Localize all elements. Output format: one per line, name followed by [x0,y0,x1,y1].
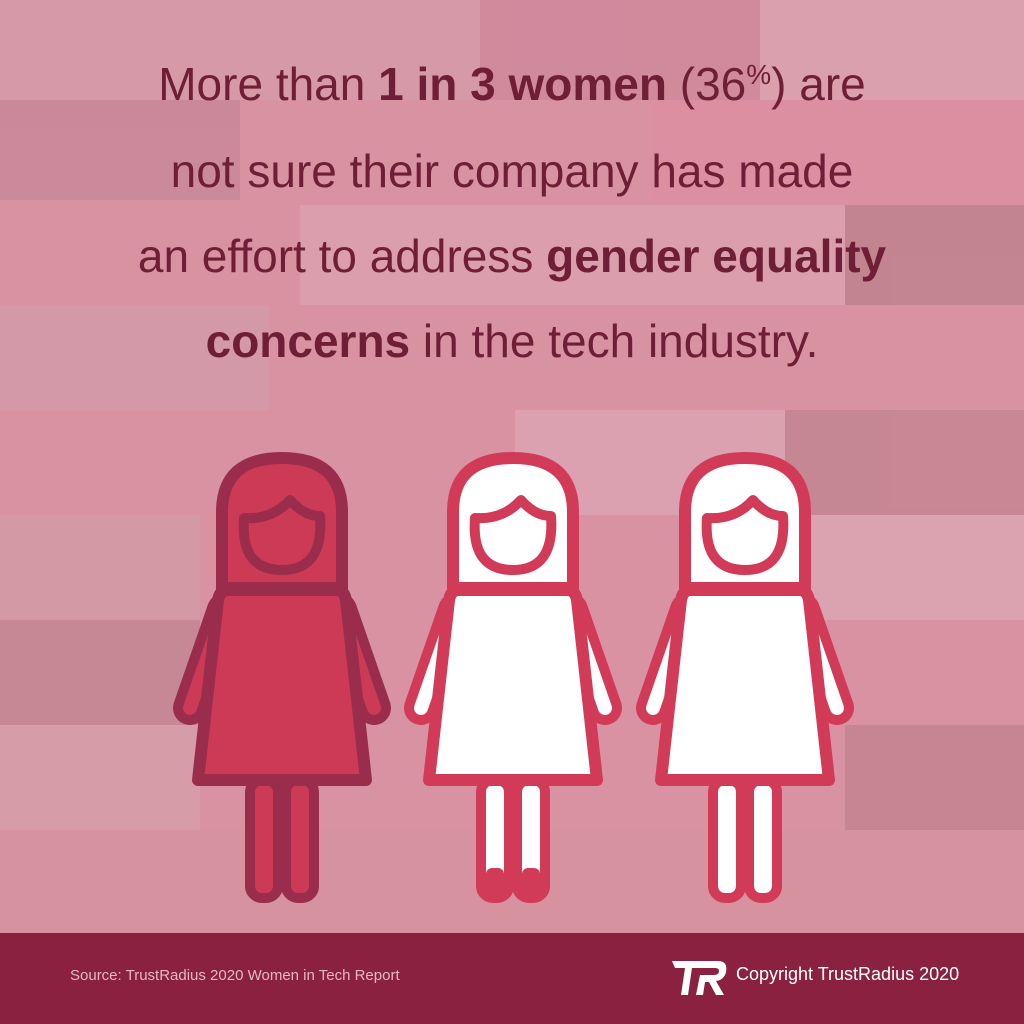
face [238,495,326,575]
headline-text: (36 [667,58,746,110]
headline-text: More than [158,58,378,110]
headline-text: not sure their company has made [171,145,854,197]
headline-line: an effort to address gender equality [138,230,887,282]
headline-text: % [746,59,771,90]
foot [522,868,540,893]
background-blocks [0,0,1024,830]
leg [708,775,746,903]
face [469,495,557,575]
logo [672,961,727,995]
headline-line: More than 1 in 3 women (36%) are [158,58,866,110]
footer-bar [0,933,1024,1024]
headline-bold: gender equality [546,230,886,282]
dress [192,584,372,786]
headline-bold: concerns [206,315,411,367]
headline: More than 1 in 3 women (36%) are not sure… [138,58,887,367]
face [701,495,789,575]
copyright: Copyright TrustRadius 2020 [736,964,959,984]
dress [655,584,835,786]
leg [744,775,782,903]
woman-icon [173,452,391,903]
headline-line: not sure their company has made [171,145,854,197]
headline-text: in the tech industry. [410,315,818,367]
woman-icon [636,452,854,903]
woman-icon [404,452,622,903]
headline-text: an effort to address [138,230,546,282]
leg [281,775,319,903]
dress [423,584,603,786]
headline-line: concerns in the tech industry. [206,315,819,367]
foot [486,868,504,893]
leg [245,775,283,903]
headline-bold: 1 in 3 women [378,58,667,110]
headline-text: ) are [771,58,866,110]
figures [173,452,854,903]
source: Source: TrustRadius 2020 Women in Tech R… [70,967,400,984]
